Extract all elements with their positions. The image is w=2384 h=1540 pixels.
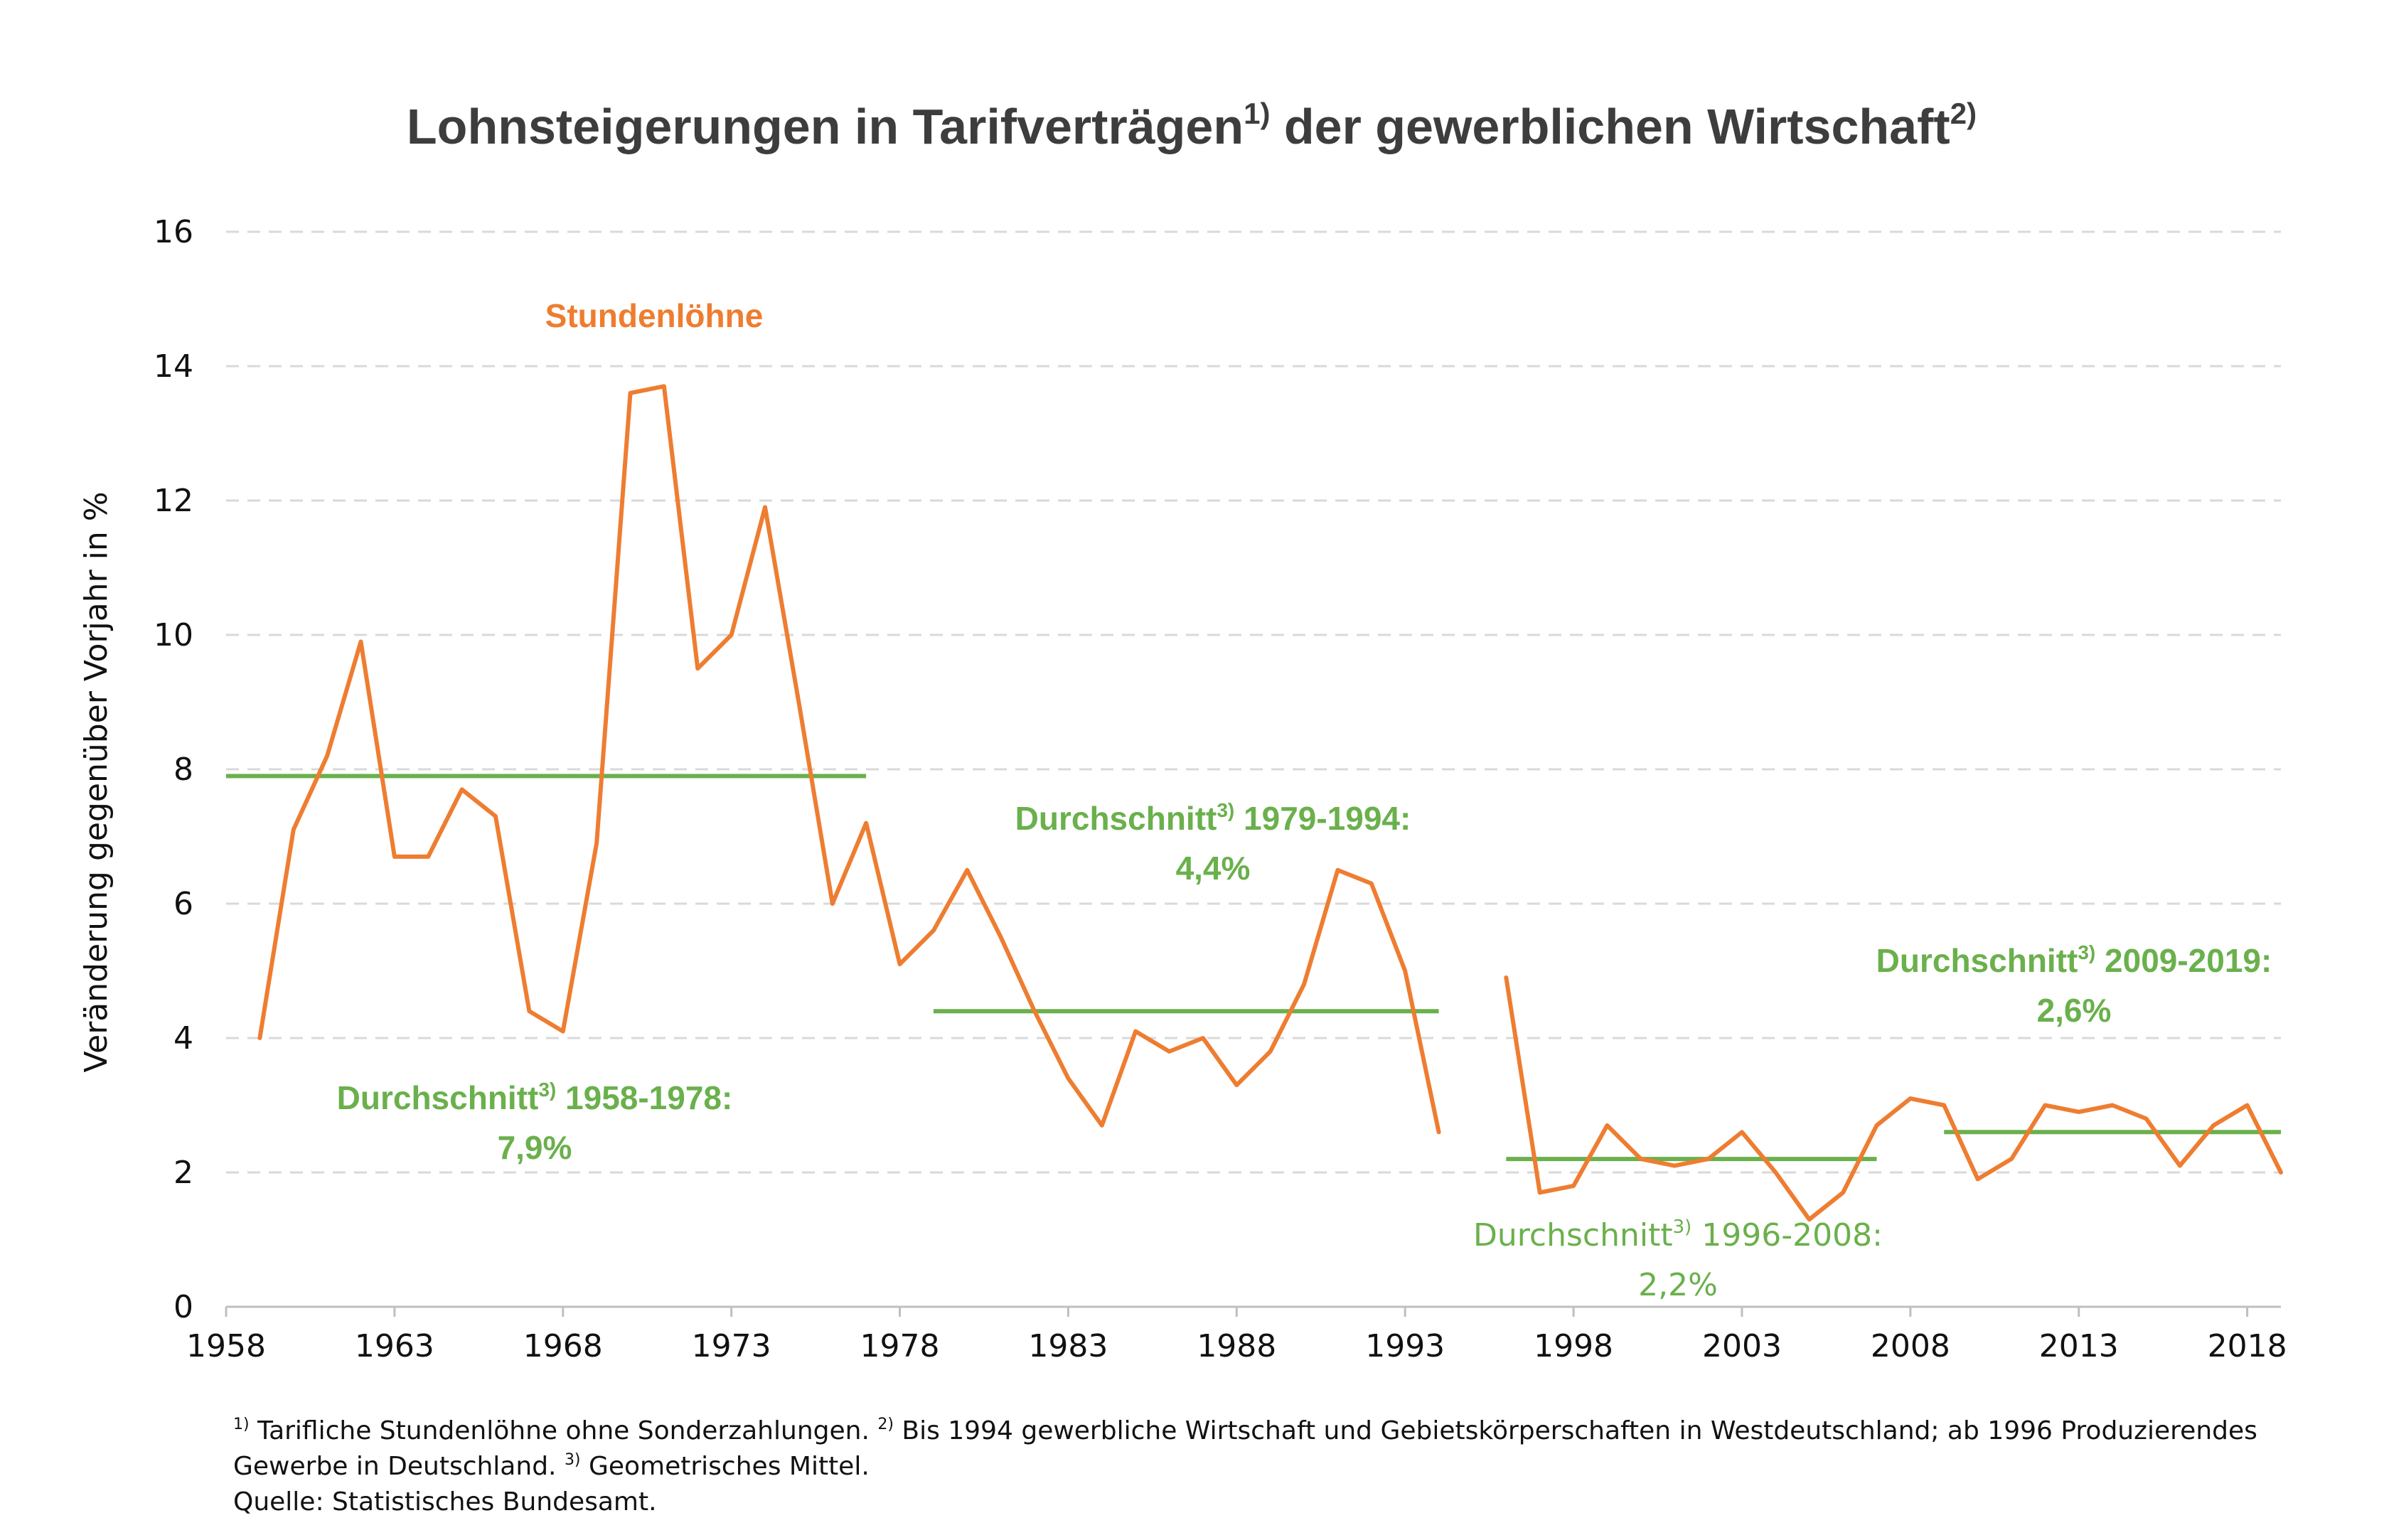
average-value-1979-1994: 4,4% (1176, 850, 1251, 887)
footnote-line-2: Gewerbe in Deutschland. 3) Geometrisches… (233, 1449, 2331, 1485)
chart-title: Lohnsteigerungen in Tarifverträgen1) der… (407, 97, 1977, 154)
y-tick-label: 14 (154, 348, 193, 385)
footnote-2-marker: 2) (877, 1416, 894, 1433)
y-tick-label: 16 (154, 214, 193, 250)
x-tick-label: 1968 (523, 1328, 603, 1364)
footnote-line-1: 1) Tarifliche Stundenlöhne ohne Sonderza… (233, 1413, 2331, 1449)
average-label-1996-2008: Durchschnitt3) 1996-2008: (1473, 1217, 1883, 1253)
average-value-1996-2008: 2,2% (1638, 1267, 1718, 1303)
y-tick-label: 8 (173, 752, 193, 788)
y-tick-label: 2 (173, 1155, 193, 1191)
footnote-1-text: Tarifliche Stundenlöhne ohne Sonderzahlu… (249, 1416, 870, 1445)
x-tick-label: 1993 (1365, 1328, 1445, 1364)
x-tick-label: 2013 (2039, 1328, 2119, 1364)
series-label-stundenloehne: Stundenlöhne (545, 297, 764, 334)
x-tick-label: 2003 (1702, 1328, 1782, 1364)
footnotes: 1) Tarifliche Stundenlöhne ohne Sonderza… (233, 1413, 2331, 1520)
x-tick-label: 2008 (1871, 1328, 1950, 1364)
y-tick-label: 6 (173, 886, 193, 922)
x-tick-label: 1998 (1534, 1328, 1613, 1364)
series-lines (257, 384, 2283, 1222)
footnote-2-continuation: Gewerbe in Deutschland. (233, 1452, 557, 1481)
series-line-stundenloehne (257, 384, 1441, 1135)
y-tick-label: 10 (154, 617, 193, 653)
y-tick-label: 0 (173, 1289, 193, 1325)
x-tick-label: 1978 (860, 1328, 940, 1364)
x-tick-label: 1973 (692, 1328, 771, 1364)
footnote-3-text: Geometrisches Mittel. (580, 1452, 870, 1481)
x-tick-labels: 1958 1963 1968 1973 1978 1983 1988 1993 1998 2003… (186, 1328, 2287, 1364)
y-tick-label: 4 (173, 1020, 193, 1057)
gridlines (225, 230, 2281, 1317)
y-axis-label: Veränderung gegenüber Vorjahr in % (78, 491, 114, 1072)
y-tick-label: 12 (154, 483, 193, 519)
average-lines (226, 774, 2281, 1162)
x-tick-label: 1988 (1197, 1328, 1276, 1364)
average-value-1958-1978: 7,9% (498, 1129, 572, 1166)
footnote-3-marker: 3) (564, 1451, 581, 1469)
x-tick-label: 1963 (355, 1328, 434, 1364)
x-tick-label: 2018 (2208, 1328, 2287, 1364)
average-label-1958-1978: Durchschnitt3) 1958-1978: (337, 1079, 733, 1116)
source-note: Quelle: Statistisches Bundesamt. (233, 1487, 657, 1517)
average-value-2009-2019: 2,6% (2037, 992, 2112, 1029)
average-label-2009-2019: Durchschnitt3) 2009-2019: (1876, 941, 2272, 979)
footnote-2-text: Bis 1994 gewerbliche Wirtschaft und Gebi… (893, 1416, 2257, 1445)
y-tick-labels: 0 2 4 6 8 10 12 14 16 (154, 214, 193, 1325)
footnote-1-marker: 1) (233, 1416, 250, 1433)
x-tick-label: 1958 (186, 1328, 266, 1364)
average-label-1979-1994: Durchschnitt3) 1979-1994: (1015, 799, 1411, 837)
series-line-stundenloehne (1504, 975, 2283, 1222)
x-tick-label: 1983 (1028, 1328, 1108, 1364)
